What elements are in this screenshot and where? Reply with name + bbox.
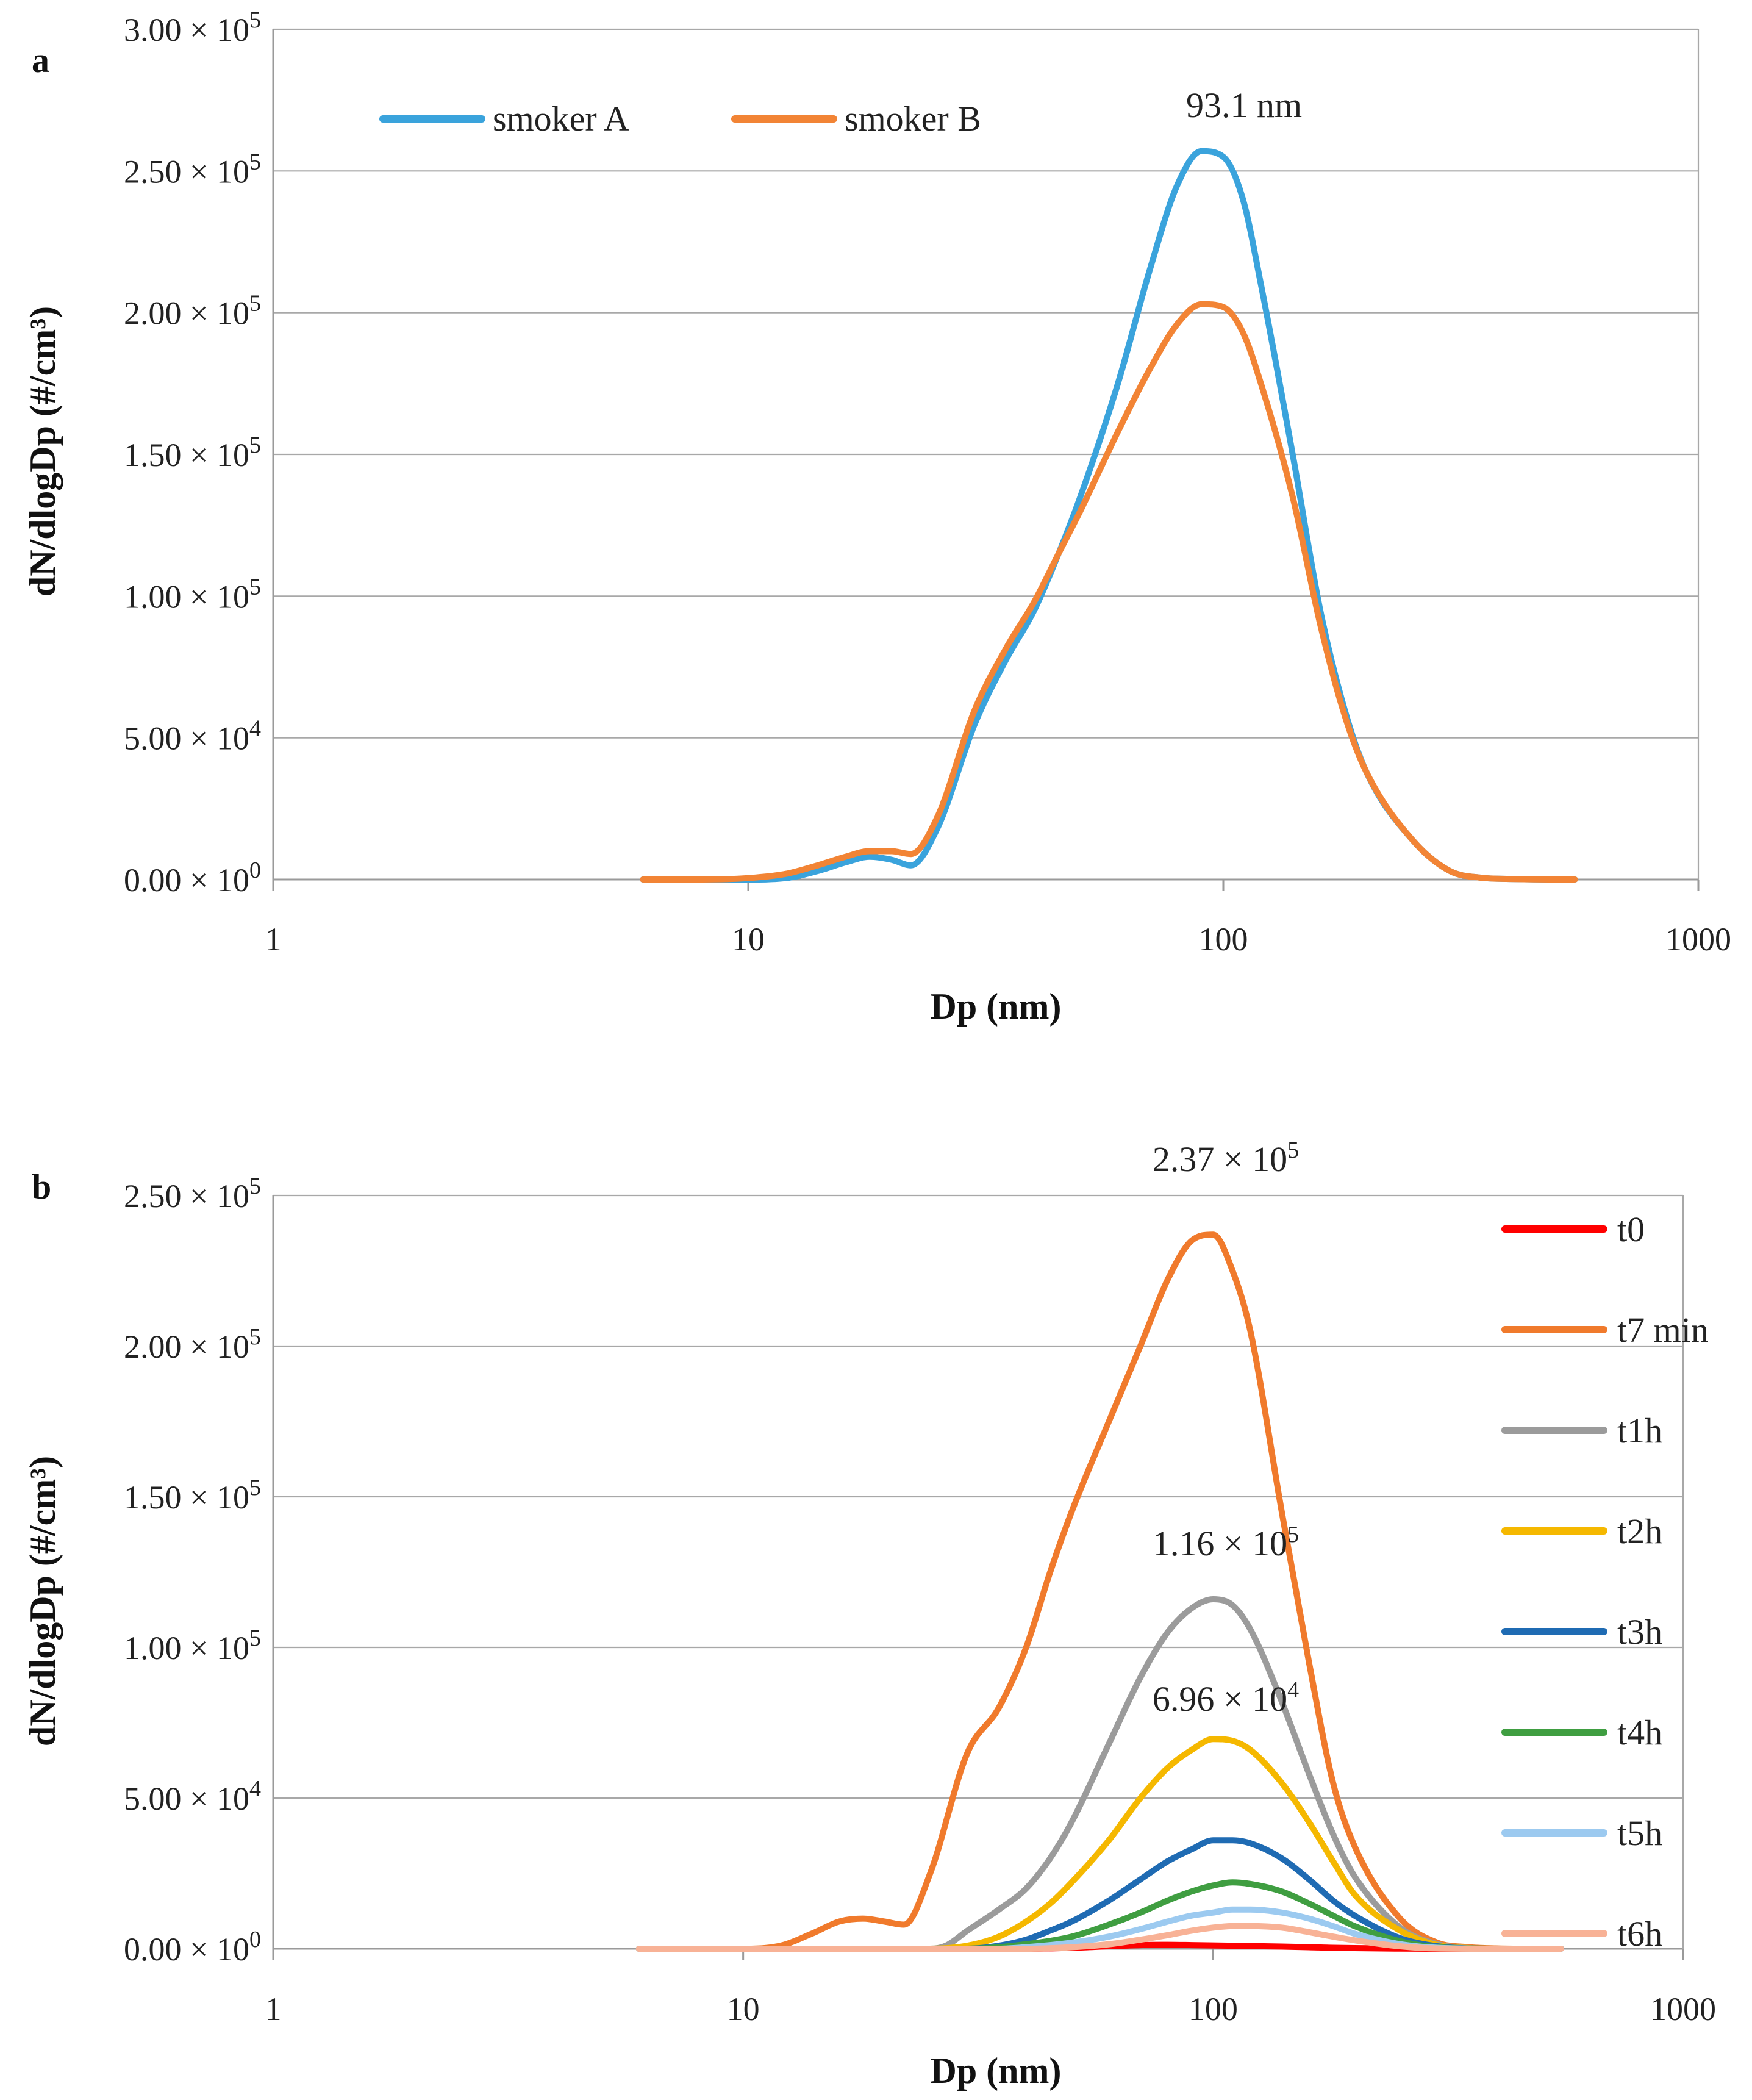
chart-a-gridlines [272,28,1700,881]
chart-a-x-tick-label: 100 [1199,921,1248,958]
legend-label-t2h: t2h [1617,1511,1662,1551]
chart-b-annotation-t2h-peak: 6.96 × 104 [1153,1677,1299,1719]
chart-b-gridlines [272,1194,1684,1950]
chart-b-series [635,1231,1564,1952]
legend-entry-t5h: t5h [1501,1813,1662,1853]
chart-a: 0.00 × 100 5.00 × 104 1.00 × 105 1.50 × 105… [23,7,1731,1027]
chart-b-x-tick-label: 100 [1189,1991,1238,2027]
chart-b-x-tick-label: 10 [727,1991,760,2027]
legend-entry-t7-min: t7 min [1501,1310,1709,1350]
chart-b-x-tick-labels: 1 10 100 1000 [265,1949,1716,2027]
chart-a-x-tick-label: 10 [732,921,765,958]
chart-a-x-tick-label: 1 [265,921,282,958]
legend-entry-t2h: t2h [1501,1511,1662,1551]
chart-b-x-axis-label: Dp (nm) [930,2051,1061,2091]
chart-b-y-tick-label: 1.50 × 105 [124,1475,261,1516]
chart-b-y-tick-label: 2.50 × 105 [124,1174,261,1214]
chart-b-x-tick-label: 1000 [1650,1991,1716,2027]
chart-b-annotation-t1h-peak: 1.16 × 105 [1153,1522,1299,1563]
chart-b-series-t3h [635,1837,1564,1952]
chart-a-series-smoker-a [640,148,1578,883]
legend-label-t7-min: t7 min [1617,1310,1709,1350]
chart-b-y-tick-label: 1.00 × 105 [124,1625,261,1666]
legend-label-t3h: t3h [1617,1612,1662,1652]
chart-b-series-t2h [635,1736,1564,1952]
chart-a-y-tick-label: 1.50 × 105 [124,432,261,473]
chart-a-y-tick-label: 1.00 × 105 [124,574,261,615]
legend-label-t0: t0 [1617,1209,1645,1249]
chart-a-x-tick-label: 1000 [1665,921,1731,958]
legend-label-t6h: t6h [1617,1914,1662,1954]
chart-b-x-tick-label: 1 [265,1991,282,2027]
chart-a-y-tick-label: 2.50 × 105 [124,149,261,190]
chart-b: 0.00 × 100 5.00 × 104 1.00 × 105 1.50 × 105… [23,1138,1716,2091]
chart-b-series-t6h [635,1923,1564,1952]
legend-entry-t3h: t3h [1501,1612,1662,1652]
chart-b-y-tick-label: 0.00 × 100 [124,1927,261,1968]
chart-b-y-tick-label: 5.00 × 104 [124,1776,261,1817]
chart-b-series-t7-min [635,1231,1564,1952]
chart-a-y-axis-label: dN/dlogDp (#/cm³) [23,306,63,597]
legend-label-smoker-b: smoker B [845,99,981,138]
chart-a-x-axis-label: Dp (nm) [930,986,1061,1027]
legend-label-t1h: t1h [1617,1411,1662,1450]
legend-label-t5h: t5h [1617,1813,1662,1853]
legend-label-t4h: t4h [1617,1713,1662,1752]
chart-b-y-tick-label: 2.00 × 105 [124,1324,261,1365]
chart-a-series [640,148,1578,883]
legend-label-smoker-a: smoker A [493,99,629,138]
chart-a-x-tick-labels: 1 10 100 1000 [265,880,1731,958]
chart-b-legend: t0 t7 min t1h t2h t3h t4h t5h t6h [1501,1209,1709,1954]
chart-a-y-tick-labels: 0.00 × 100 5.00 × 104 1.00 × 105 1.50 × 105… [124,7,261,898]
chart-b-panel-label: b [32,1167,51,1206]
chart-b-y-axis-label: dN/dlogDp (#/cm³) [23,1456,63,1746]
chart-a-panel-label: a [32,40,49,80]
chart-b-series-t1h [635,1596,1564,1952]
chart-a-y-tick-label: 2.00 × 105 [124,291,261,332]
legend-entry-t1h: t1h [1501,1411,1662,1450]
chart-a-series-smoker-b [640,301,1578,883]
chart-b-y-tick-labels: 0.00 × 100 5.00 × 104 1.00 × 105 1.50 × 105… [124,1174,261,1968]
chart-a-peak-annotation: 93.1 nm [1186,85,1302,125]
chart-a-legend: smoker A smoker B [379,99,981,138]
legend-entry-t0: t0 [1501,1209,1645,1249]
chart-a-y-tick-label: 5.00 × 104 [124,716,261,757]
chart-b-annotation-t7min-peak: 2.37 × 105 [1153,1138,1299,1179]
chart-a-y-tick-label: 3.00 × 105 [124,7,261,48]
legend-entry-t6h: t6h [1501,1914,1662,1954]
chart-a-y-tick-label: 0.00 × 100 [124,858,261,898]
legend-entry-t4h: t4h [1501,1713,1662,1752]
